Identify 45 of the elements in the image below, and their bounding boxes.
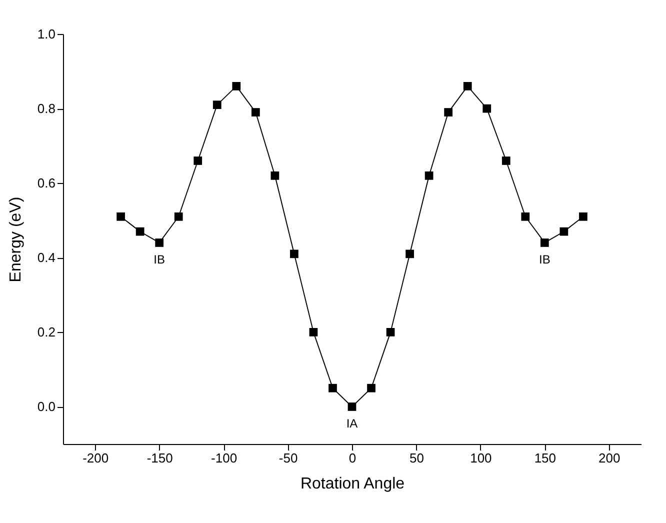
point [194, 156, 202, 165]
point [579, 212, 588, 221]
x-tick-label: 150 [534, 450, 556, 466]
x-tick-label: 100 [470, 450, 492, 466]
x-axis-title: Rotation Angle [300, 476, 405, 492]
point [386, 328, 395, 336]
y-axis-title: Energy (eV) [7, 196, 24, 282]
point [251, 108, 260, 116]
y-tick-label: 0.4 [37, 250, 56, 266]
y-tick-label: 0.0 [37, 399, 56, 414]
x-tick-label: 200 [598, 450, 620, 466]
point [328, 384, 337, 392]
point [406, 250, 414, 258]
point [367, 384, 376, 392]
point [290, 250, 298, 258]
y-tick-label: 0.8 [37, 101, 56, 116]
point [424, 171, 434, 180]
point [232, 82, 241, 90]
point [521, 212, 530, 221]
x-tick-label: -50 [278, 450, 298, 466]
x-tick-label: -150 [146, 450, 173, 466]
point [348, 402, 356, 411]
annotation: IB [154, 252, 166, 267]
point [136, 227, 144, 236]
y-tick-label: 1.0 [37, 26, 56, 42]
point [463, 82, 472, 90]
point [309, 328, 318, 336]
point [212, 100, 222, 109]
point [540, 238, 549, 247]
annotation: IA [346, 416, 358, 431]
point [116, 212, 125, 221]
point [444, 108, 453, 116]
annotation: IB [538, 252, 550, 267]
point [560, 227, 568, 236]
y-tick-label: 0.2 [37, 324, 56, 340]
point [174, 212, 183, 221]
x-tick-label: 0 [348, 450, 356, 466]
y-tick-label: 0.6 [37, 176, 56, 191]
point [155, 238, 164, 247]
x-tick-label: 50 [409, 450, 424, 466]
point [502, 156, 510, 165]
x-tick-label: -100 [211, 450, 238, 466]
x-tick-label: -200 [82, 450, 109, 466]
point [270, 171, 280, 180]
point [482, 104, 492, 113]
